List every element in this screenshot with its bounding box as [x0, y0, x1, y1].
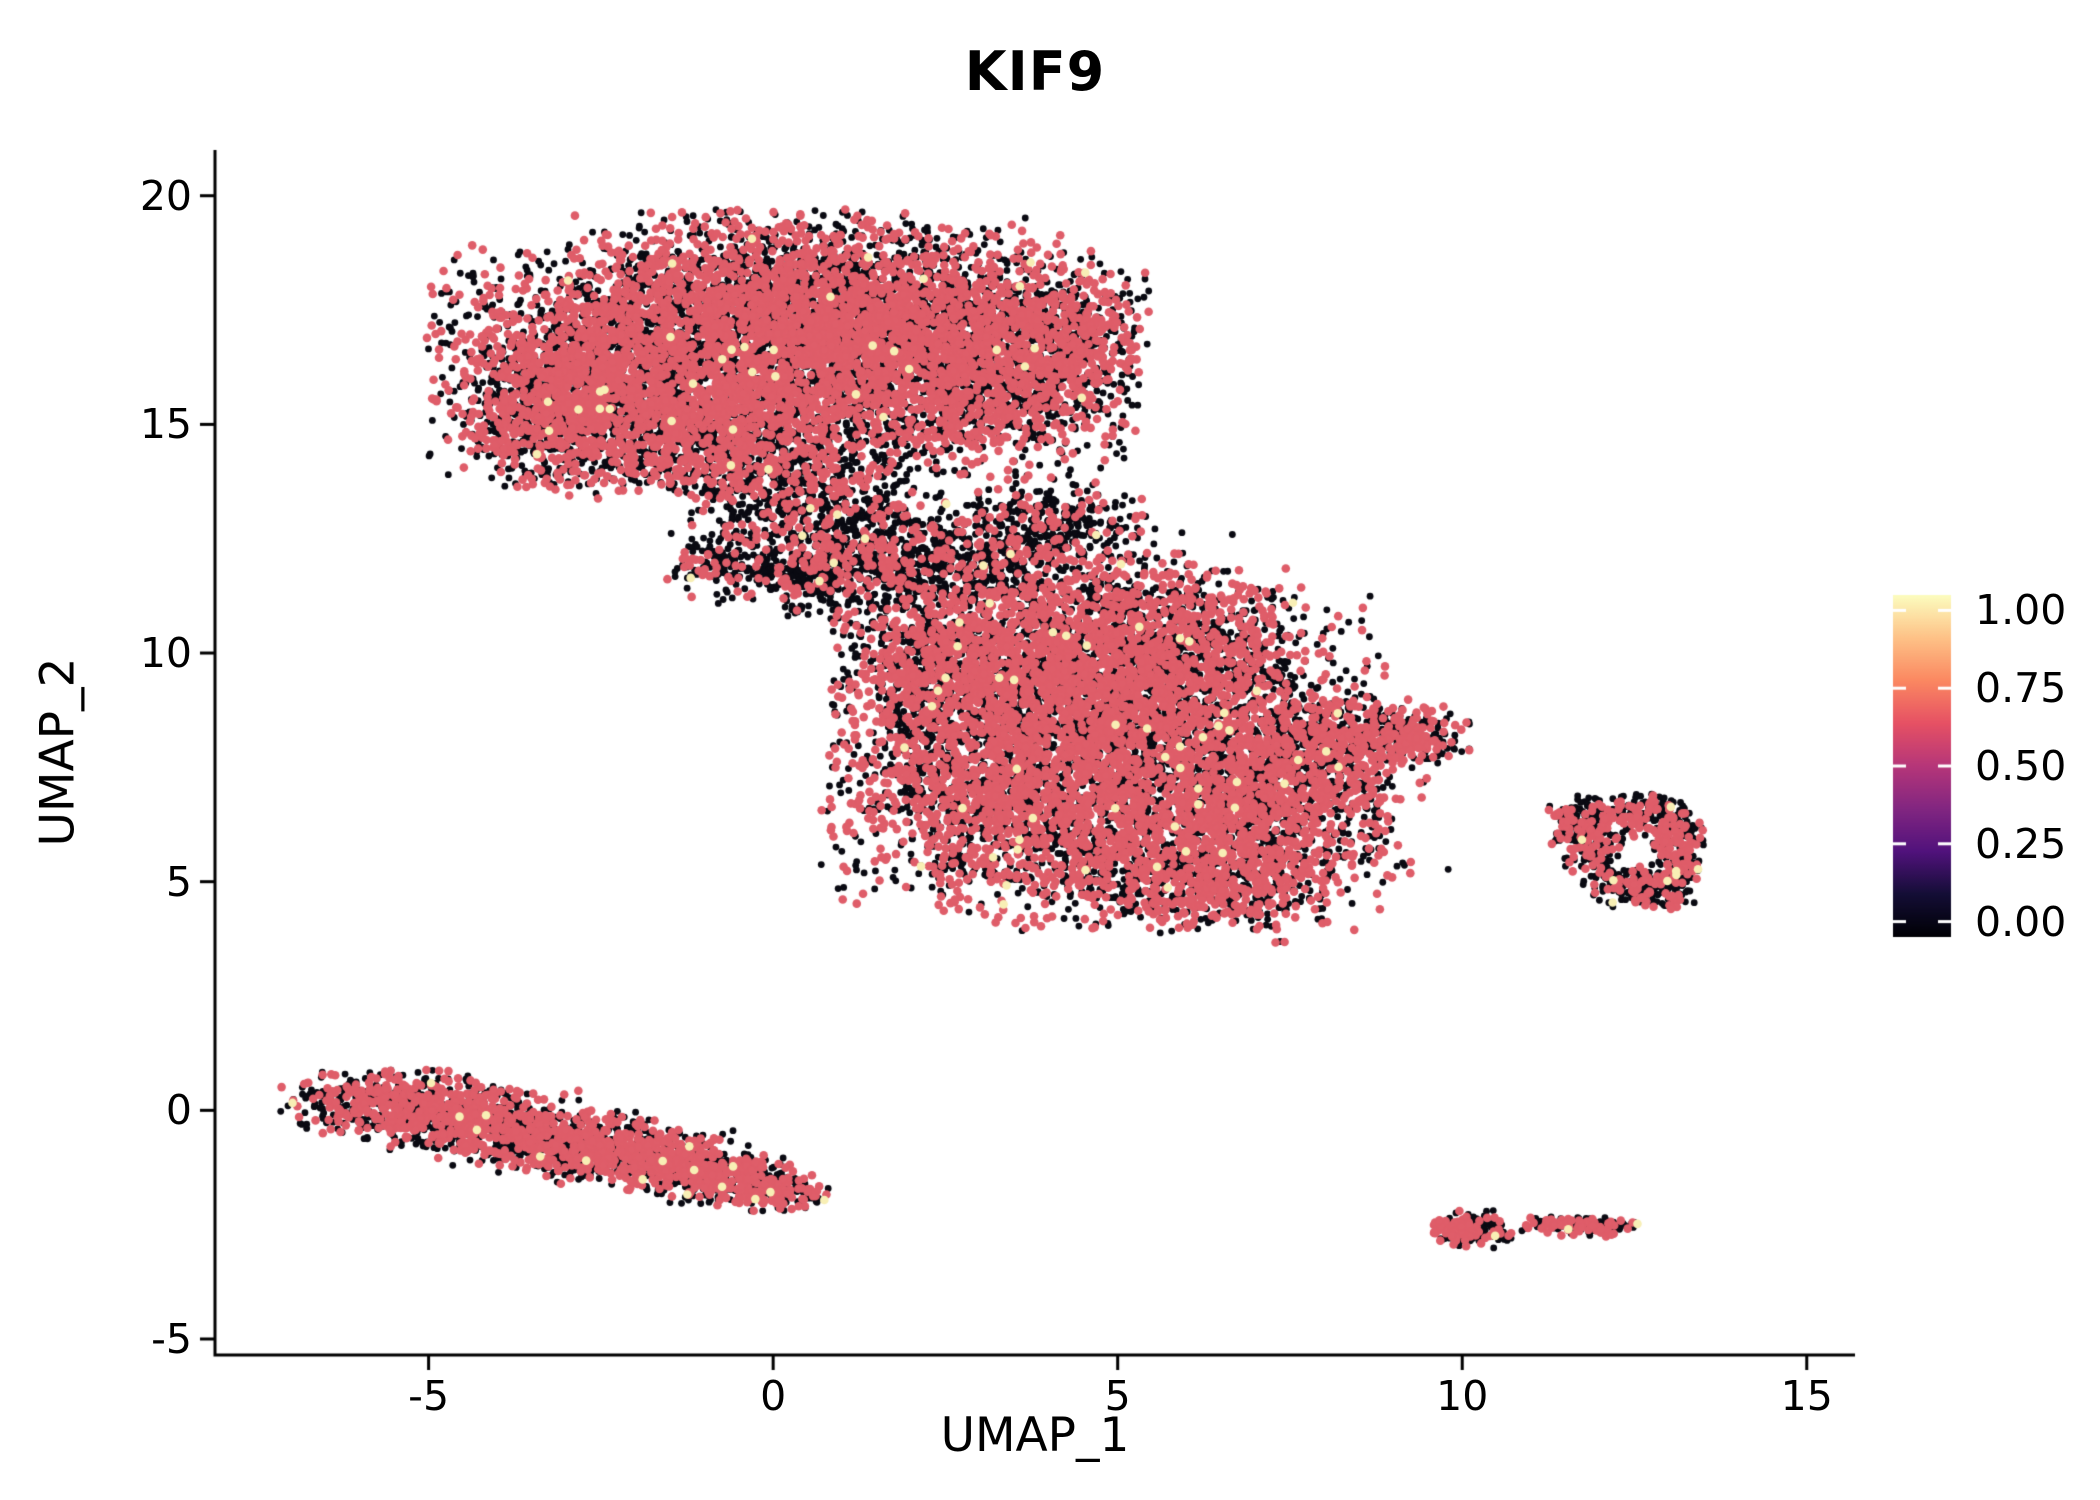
colorbar-tick-label: 1.00 — [1975, 586, 2067, 635]
plot-title: KIF9 — [964, 40, 1106, 103]
y-tick-label: 10 — [139, 629, 192, 678]
colorbar-tick-label: 0.50 — [1975, 742, 2067, 790]
x-axis-label: UMAP_1 — [940, 1408, 1130, 1463]
x-tick-label: 15 — [1780, 1372, 1833, 1420]
y-axis-label: UMAP_2 — [30, 657, 86, 847]
y-tick-label: 15 — [139, 400, 192, 449]
y-tick-label: 20 — [139, 171, 192, 220]
y-tick-label: -5 — [151, 1314, 192, 1363]
colorbar-tick-label: 0.25 — [1975, 819, 2067, 868]
colorbar-tick-label: 0.75 — [1975, 664, 2067, 713]
x-tick-label: 0 — [760, 1372, 787, 1420]
x-tick-label: -5 — [408, 1372, 450, 1420]
y-tick-label: 0 — [165, 1086, 192, 1135]
x-tick-label: 10 — [1436, 1372, 1489, 1420]
colorbar-tick-label: 0.00 — [1975, 897, 2067, 946]
y-tick-label: 5 — [165, 857, 192, 906]
x-tick-label: 5 — [1104, 1372, 1131, 1420]
